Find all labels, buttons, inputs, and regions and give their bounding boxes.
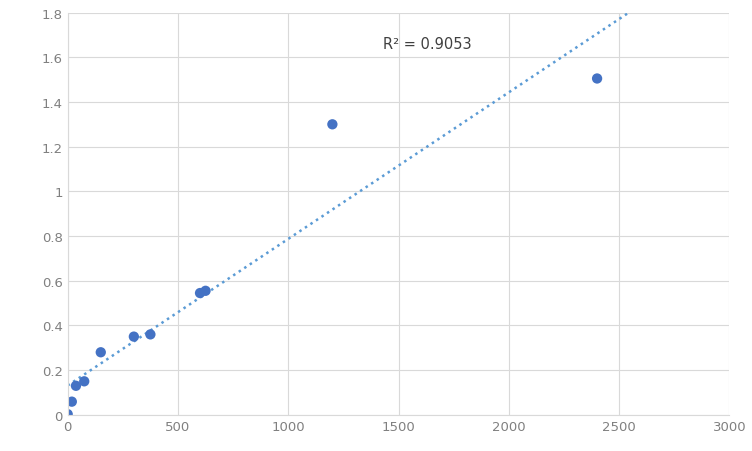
Text: R² = 0.9053: R² = 0.9053 xyxy=(383,37,472,52)
Point xyxy=(194,290,206,297)
Point xyxy=(66,398,77,405)
Point xyxy=(95,349,107,356)
Point xyxy=(70,382,82,390)
Point xyxy=(199,288,211,295)
Point xyxy=(326,121,338,129)
Point xyxy=(78,378,90,385)
Point xyxy=(144,331,156,338)
Point xyxy=(591,76,603,83)
Point xyxy=(128,333,140,341)
Point xyxy=(62,411,74,418)
